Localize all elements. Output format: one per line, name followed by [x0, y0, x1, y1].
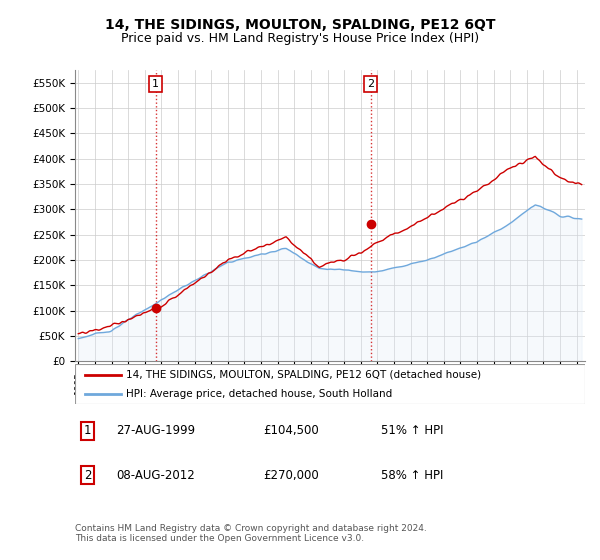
Text: Price paid vs. HM Land Registry's House Price Index (HPI): Price paid vs. HM Land Registry's House … — [121, 32, 479, 45]
Text: 51% ↑ HPI: 51% ↑ HPI — [381, 424, 443, 437]
Text: 58% ↑ HPI: 58% ↑ HPI — [381, 469, 443, 482]
Text: 14, THE SIDINGS, MOULTON, SPALDING, PE12 6QT: 14, THE SIDINGS, MOULTON, SPALDING, PE12… — [105, 18, 495, 32]
Text: £270,000: £270,000 — [264, 469, 319, 482]
Text: 2: 2 — [367, 79, 374, 89]
Text: 14, THE SIDINGS, MOULTON, SPALDING, PE12 6QT (detached house): 14, THE SIDINGS, MOULTON, SPALDING, PE12… — [126, 370, 481, 380]
Text: £104,500: £104,500 — [264, 424, 319, 437]
FancyBboxPatch shape — [75, 364, 585, 404]
Text: 1: 1 — [84, 424, 91, 437]
Text: 08-AUG-2012: 08-AUG-2012 — [116, 469, 194, 482]
Text: 1: 1 — [152, 79, 159, 89]
Text: Contains HM Land Registry data © Crown copyright and database right 2024.
This d: Contains HM Land Registry data © Crown c… — [75, 524, 427, 543]
Text: HPI: Average price, detached house, South Holland: HPI: Average price, detached house, Sout… — [126, 389, 392, 399]
Text: 27-AUG-1999: 27-AUG-1999 — [116, 424, 195, 437]
Text: 2: 2 — [84, 469, 91, 482]
